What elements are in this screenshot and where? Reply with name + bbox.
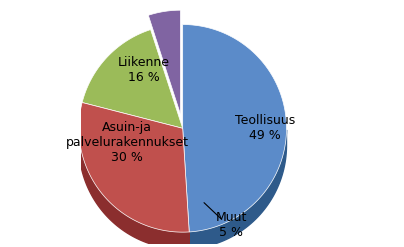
Polygon shape [183,24,286,232]
Polygon shape [189,130,286,247]
Polygon shape [183,128,189,247]
Polygon shape [183,128,189,247]
Polygon shape [82,30,183,128]
Polygon shape [79,103,189,232]
Text: Asuin-ja
palvelurakennukset
30 %: Asuin-ja palvelurakennukset 30 % [66,121,189,164]
Text: Liikenne
16 %: Liikenne 16 % [118,56,170,84]
Polygon shape [148,10,181,114]
Text: Teollisuus
49 %: Teollisuus 49 % [235,114,295,142]
Polygon shape [79,130,189,247]
Text: Muut
5 %: Muut 5 % [215,211,247,239]
